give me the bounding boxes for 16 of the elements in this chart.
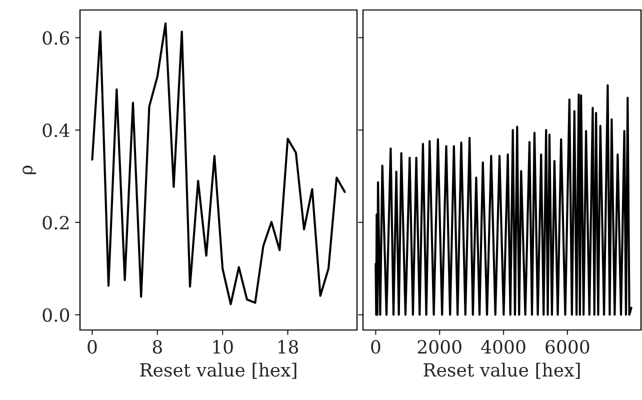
y-tick-label: 0.6 <box>42 31 70 45</box>
x-tick-label: 0 <box>88 340 97 354</box>
x-axis-title: Reset value [hex] <box>424 362 580 379</box>
x-axis-title: Reset value [hex] <box>140 362 296 379</box>
x-tick-label: 18 <box>278 340 298 354</box>
x-tick-label: 2000 <box>418 340 462 354</box>
y-tick-label: 0.0 <box>42 308 70 322</box>
x-tick-label: 6000 <box>546 340 590 354</box>
y-tick-label: 0.2 <box>42 216 69 230</box>
x-tick-label: 8 <box>152 340 162 354</box>
x-tick-label: 4000 <box>481 340 526 354</box>
line-series <box>91 22 346 306</box>
x-tick-label: 0 <box>371 340 380 354</box>
y-tick-label: 0.4 <box>42 124 70 138</box>
x-tick-label: 10 <box>213 340 233 354</box>
y-axis-title: ρ <box>22 166 36 174</box>
